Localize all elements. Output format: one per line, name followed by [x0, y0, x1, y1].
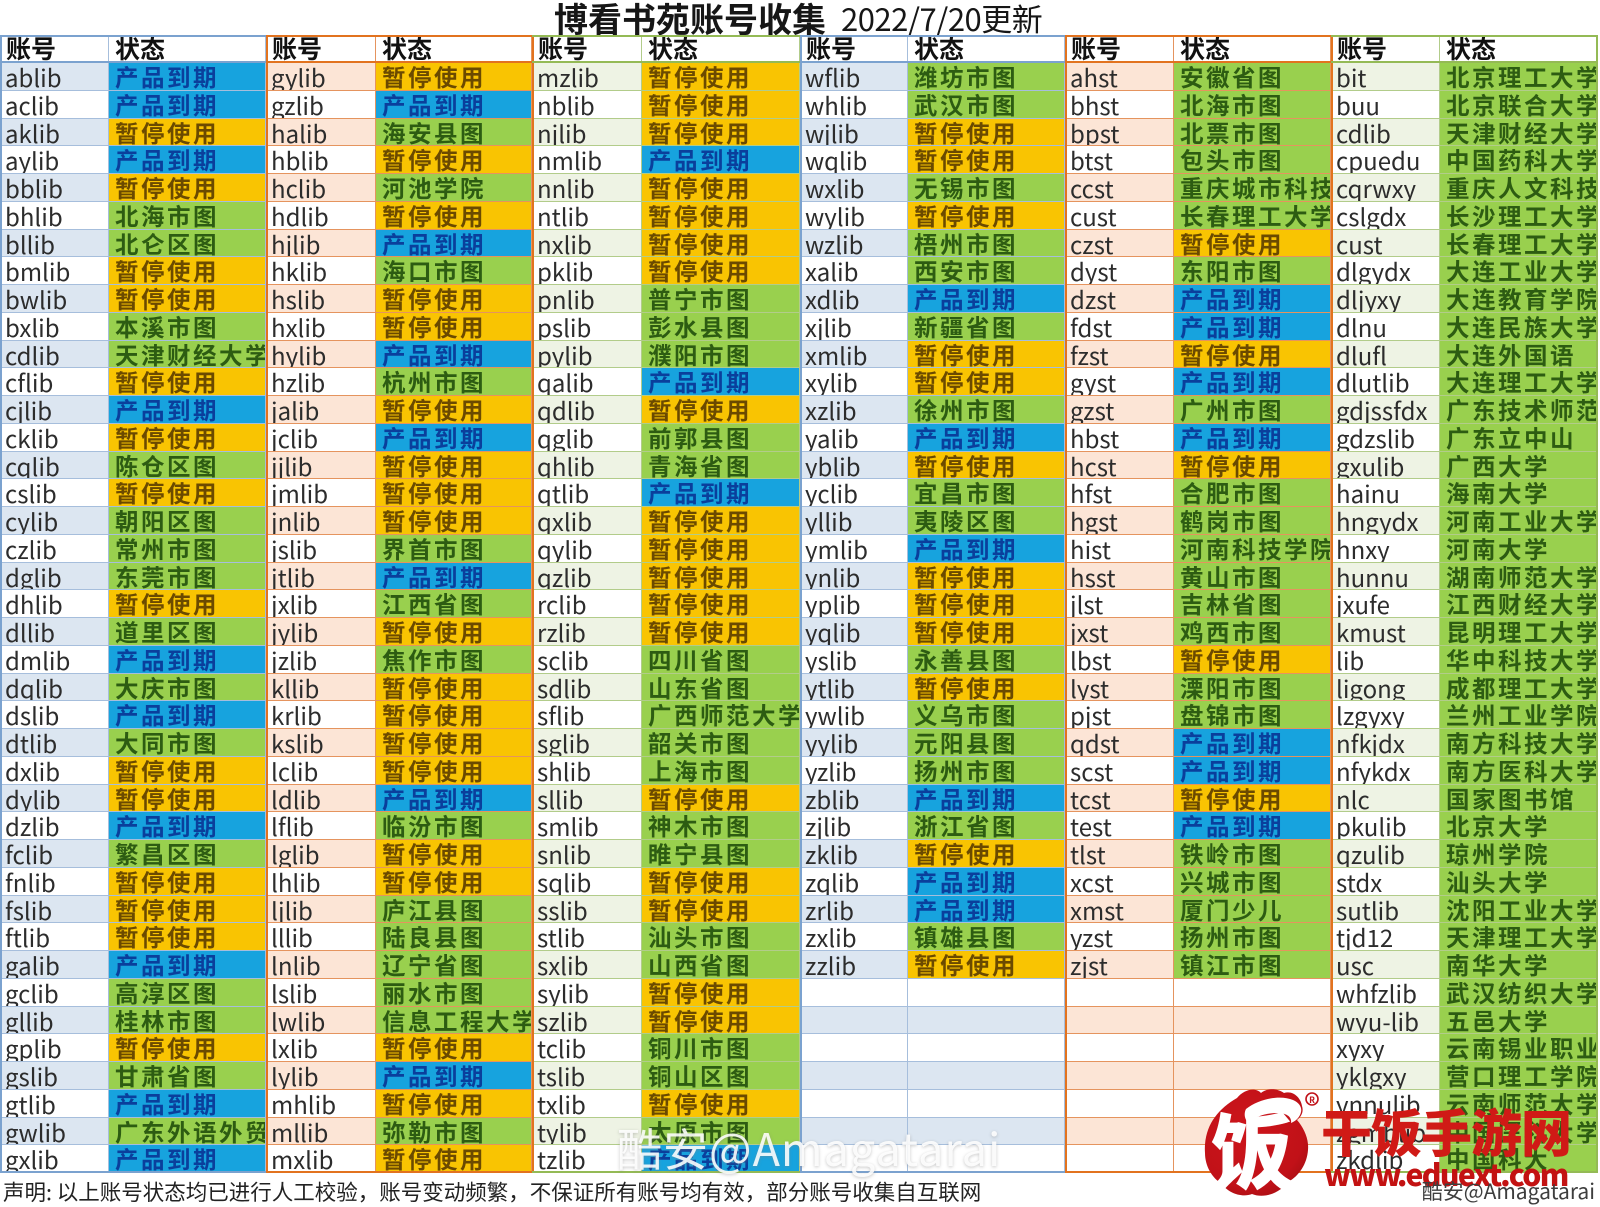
svg-text:R: R	[1309, 1094, 1315, 1106]
svg-text:饭: 饭	[1211, 1087, 1293, 1203]
